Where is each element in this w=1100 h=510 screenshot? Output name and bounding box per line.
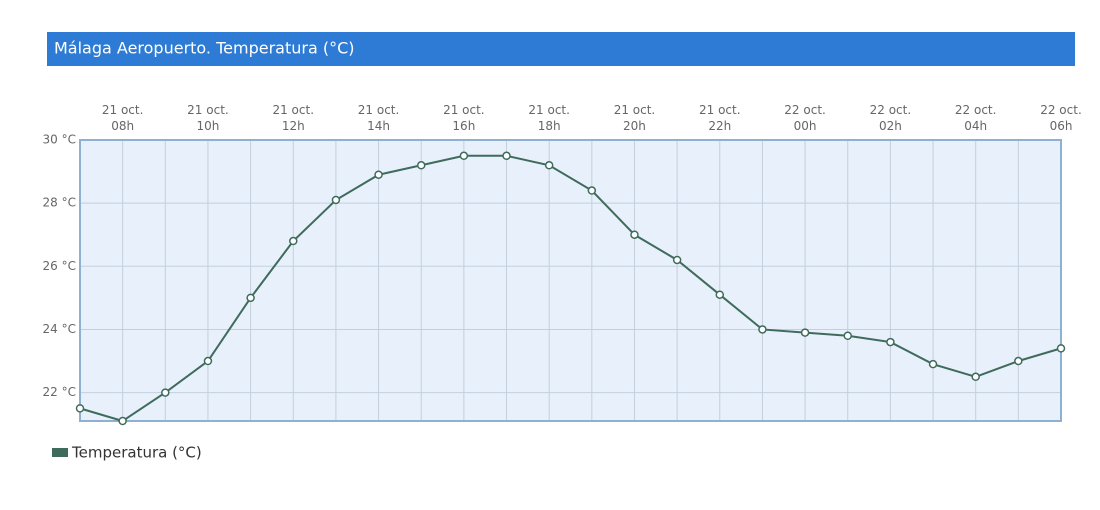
- point: [161, 388, 170, 397]
- title-bar: [47, 32, 1075, 66]
- point: [289, 236, 298, 246]
- point: [971, 372, 980, 382]
- point: [843, 331, 852, 341]
- x-tick-label: 22 oct. 00h: [784, 103, 826, 133]
- point: [630, 230, 639, 239]
- point: [1014, 356, 1023, 366]
- y-tick-label: 24 °C: [43, 322, 76, 336]
- point: [928, 359, 938, 369]
- y-tick-label: 26 °C: [43, 259, 76, 273]
- x-tick-label: 22 oct. 02h: [869, 103, 912, 133]
- x-tick-label: 21 oct. 10h: [187, 103, 229, 133]
- point: [800, 328, 810, 337]
- point: [544, 161, 554, 170]
- x-tick-label: 22 oct. 06h: [1040, 103, 1082, 133]
- point: [502, 151, 511, 161]
- x-tick-label: 21 oct. 14h: [357, 103, 400, 133]
- plot-border: [79, 139, 1062, 422]
- point: [459, 151, 469, 161]
- point: [416, 161, 426, 170]
- point: [715, 290, 725, 299]
- y-tick-label: 22 °C: [43, 385, 76, 399]
- x-tick-label: 22 oct. 04h: [954, 103, 997, 133]
- y-tick-label: 30 °C: [43, 133, 76, 147]
- x-tick-label: 21 oct. 18h: [528, 103, 570, 133]
- x-tick-label: 21 oct. 22h: [699, 103, 741, 133]
- point: [886, 337, 895, 347]
- point: [374, 170, 383, 179]
- chart-title: Málaga Aeropuerto. Temperatura (°C): [54, 39, 355, 58]
- x-tick-label: 21 oct. 08h: [101, 103, 144, 133]
- x-tick-label: 21 oct. 12h: [272, 103, 315, 133]
- x-tick-label: 21 oct. 16h: [443, 103, 485, 133]
- point: [246, 293, 255, 303]
- legend-label: Temperatura (°C): [71, 444, 202, 462]
- plot-area: [80, 140, 1061, 421]
- point: [1056, 344, 1066, 353]
- point: [331, 195, 341, 205]
- point: [118, 416, 127, 426]
- point: [672, 255, 682, 265]
- legend-swatch: [52, 448, 68, 457]
- x-tick-label: 21 oct. 20h: [613, 103, 656, 133]
- line: [79, 154, 1062, 423]
- point: [203, 356, 213, 366]
- point: [758, 325, 767, 334]
- y-tick-label: 28 °C: [43, 196, 76, 210]
- point: [587, 186, 597, 195]
- point: [75, 404, 85, 413]
